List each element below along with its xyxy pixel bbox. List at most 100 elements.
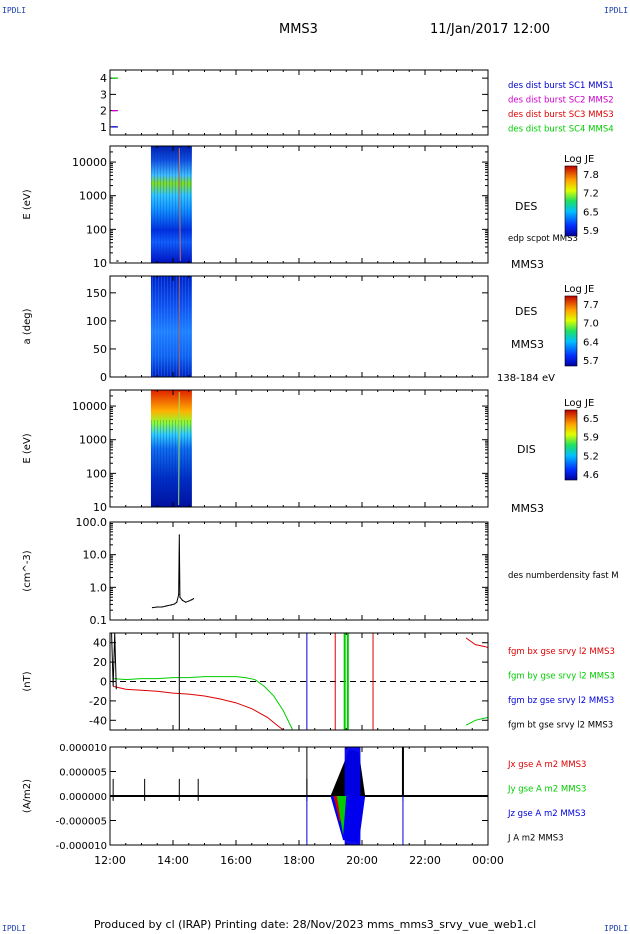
time-axis-label: 16:00 xyxy=(220,854,252,867)
density-frame xyxy=(109,521,489,621)
dis-energy-spectrogram xyxy=(150,390,192,507)
dis-energy-texture xyxy=(150,420,152,507)
fgm-legend-item: fgm bz gse srvy l2 MMS3 xyxy=(508,696,614,706)
des-energy-ytick-label: 100 xyxy=(86,223,107,236)
fgm-ytick-label: 40 xyxy=(93,637,107,650)
des-energy-texture xyxy=(171,146,173,263)
footer-credit: Produced by cl (IRAP) Printing date: 28/… xyxy=(93,918,537,931)
density-point xyxy=(188,600,190,602)
dis-energy-ylabel: E (eV) xyxy=(22,433,33,463)
des-pitch-energy-range: 138-184 eV xyxy=(497,373,555,384)
fgm-ytick-label: -40 xyxy=(89,714,107,727)
density-point xyxy=(181,599,184,601)
fgm-ytick-label: 20 xyxy=(93,656,107,669)
des-energy-texture xyxy=(150,146,152,263)
des-pitch-probe: MMS3 xyxy=(511,338,544,351)
fgm-series-bx xyxy=(113,685,284,731)
des-energy-ytick-label: 1000 xyxy=(79,190,107,203)
current-ylabel: (A/m2) xyxy=(22,779,33,813)
dis-energy-texture xyxy=(174,420,176,507)
burst-legend-item: des dist burst SC3 MMS3 xyxy=(508,110,614,120)
fgm-legend-item: fgm by gse srvy l2 MMS3 xyxy=(508,672,615,682)
corner-label-top-left: IPDLI xyxy=(2,6,27,15)
des-pitch-ytick-label: 0 xyxy=(100,371,107,384)
des-pitch-colorbar xyxy=(564,295,578,367)
burst-legend-item: des dist burst SC4 MMS4 xyxy=(508,125,614,135)
density-point xyxy=(178,534,180,536)
des-pitch-texture xyxy=(151,276,153,377)
dis-energy-ytick-label: 1000 xyxy=(79,434,107,447)
des-energy-overlay-label: edp scpot MMS3 xyxy=(508,234,578,244)
des-pitch-colorbar-tick: 7.0 xyxy=(583,319,599,330)
dis-energy-colorbar-tick: 4.6 xyxy=(583,470,599,481)
des-pitch-texture xyxy=(154,276,156,377)
des-pitch-texture xyxy=(157,276,159,377)
dis-energy-colorbar-tick: 5.9 xyxy=(583,433,599,444)
corner-label-top-right: IPDLI xyxy=(604,6,629,15)
burst-ytick-label: 4 xyxy=(100,72,107,85)
density-point xyxy=(161,606,163,608)
dis-energy-colorbar-title: Log JE xyxy=(564,398,594,409)
des-pitch-texture xyxy=(184,276,186,377)
des-pitch-texture xyxy=(169,276,171,377)
dis-energy-texture xyxy=(189,420,191,507)
des-energy-texture xyxy=(159,146,161,263)
density-point xyxy=(176,601,178,603)
des-energy-texture xyxy=(174,146,176,263)
des-pitch-spectrogram xyxy=(150,276,192,377)
fgm-late-bx xyxy=(465,637,489,649)
density-ytick-label: 100.0 xyxy=(76,516,108,529)
dis-energy-texture xyxy=(186,420,188,507)
density-point xyxy=(156,606,158,608)
des-energy-texture xyxy=(153,146,155,263)
current-burst-green xyxy=(336,796,347,836)
current-ytick-label: 0.000000 xyxy=(59,792,107,803)
dis-energy-ytick-label: 10000 xyxy=(72,400,107,413)
time-axis-label: 14:00 xyxy=(157,854,189,867)
des-energy-colorbar xyxy=(564,165,578,237)
current-legend-item: Jx gse A m2 MMS3 xyxy=(507,760,586,770)
des-energy-probe: MMS3 xyxy=(511,258,544,271)
current-ytick-label: -0.000010 xyxy=(56,841,107,852)
des-pitch-colorbar-title: Log JE xyxy=(564,284,594,295)
dis-energy-instrument: DIS xyxy=(517,443,536,456)
dis-energy-texture xyxy=(168,420,170,507)
fgm-ytick-label: -20 xyxy=(89,695,107,708)
density-point xyxy=(151,606,154,609)
fgm-legend-item: fgm bt gse srvy l2 MMS3 xyxy=(508,721,613,731)
des-energy-texture xyxy=(168,146,170,263)
dis-energy-ytick-label: 100 xyxy=(86,467,107,480)
des-pitch-colorbar-tick: 6.4 xyxy=(583,337,599,348)
des-pitch-colorbar-tick: 7.7 xyxy=(583,300,599,311)
des-energy-colorbar-tick: 7.8 xyxy=(583,170,599,181)
dis-energy-texture xyxy=(180,420,182,507)
des-pitch-ytick-label: 150 xyxy=(86,287,107,300)
current-ytick-label: -0.000005 xyxy=(56,817,107,828)
density-ylabel: (cm^-3) xyxy=(22,550,33,591)
des-pitch-texture xyxy=(160,276,162,377)
des-pitch-ylabel: a (deg) xyxy=(22,308,33,344)
fgm-ylabel: (nT) xyxy=(22,671,33,691)
density-legend: des numberdensity fast M xyxy=(508,571,619,581)
density-point xyxy=(166,605,168,607)
spacecraft-title: MMS3 xyxy=(279,22,318,37)
dis-energy-colorbar xyxy=(564,409,578,481)
dis-energy-texture xyxy=(153,420,155,507)
density-ytick-label: 0.1 xyxy=(90,614,108,627)
des-pitch-texture xyxy=(175,276,177,377)
density-series xyxy=(152,534,194,609)
edp-scpot-line xyxy=(178,147,181,262)
des-energy-ytick-label: 10000 xyxy=(72,156,107,169)
des-pitch-texture xyxy=(181,276,183,377)
des-energy-ytick-label: 10 xyxy=(93,257,107,270)
dis-energy-texture xyxy=(159,420,161,507)
density-point xyxy=(170,604,173,606)
burst-ytick-label: 1 xyxy=(100,121,107,134)
dis-energy-texture xyxy=(165,420,167,507)
dis-energy-probe: MMS3 xyxy=(511,502,544,515)
des-energy-texture xyxy=(162,146,164,263)
fgm-late-by xyxy=(465,716,489,726)
density-point xyxy=(179,596,181,598)
des-pitch-texture xyxy=(172,276,174,377)
time-axis-label: 18:00 xyxy=(283,854,315,867)
